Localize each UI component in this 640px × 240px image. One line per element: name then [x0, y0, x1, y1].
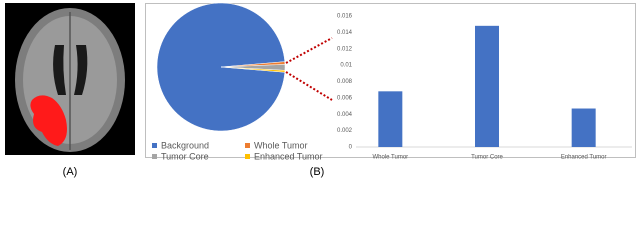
y-tick-label: 0.012: [337, 46, 353, 52]
x-tick-label: Tumor Core: [471, 155, 503, 161]
pie-slice: [220, 66, 286, 73]
y-tick-label: 0.01: [340, 63, 352, 69]
x-tick-label: Enhanced Tumor: [561, 155, 607, 161]
pie-slice: [156, 2, 286, 132]
legend-label: Tumor Core: [161, 151, 209, 161]
bar: [378, 91, 403, 147]
mri-image: [5, 3, 135, 155]
y-tick-label: 0.002: [337, 128, 353, 134]
panel-label: (B): [310, 166, 325, 178]
y-tick-label: 0.006: [337, 95, 353, 101]
figure: (A) (B) Background Whole Tumor Tumor Core E…: [5, 2, 636, 178]
legend-swatch: [152, 154, 157, 159]
legend-swatch: [152, 143, 157, 148]
legend-swatch: [245, 143, 250, 148]
x-tick-label: Whole Tumor: [372, 155, 408, 161]
legend-label: Enhanced Tumor: [254, 151, 323, 161]
y-tick-label: 0.016: [337, 14, 353, 20]
bar: [571, 108, 596, 147]
connector: [285, 71, 333, 101]
legend-label: Background: [161, 140, 209, 150]
legend-label: Whole Tumor: [254, 140, 308, 150]
y-tick-label: 0.014: [337, 30, 353, 36]
connector: [285, 37, 333, 64]
y-tick-label: 0.008: [337, 79, 353, 85]
bar: [475, 25, 499, 148]
y-tick-label: 0: [349, 145, 353, 151]
panel-label: (A): [63, 166, 78, 178]
panel-frame: [145, 3, 636, 158]
legend-swatch: [245, 154, 250, 159]
y-tick-label: 0.004: [337, 112, 353, 118]
